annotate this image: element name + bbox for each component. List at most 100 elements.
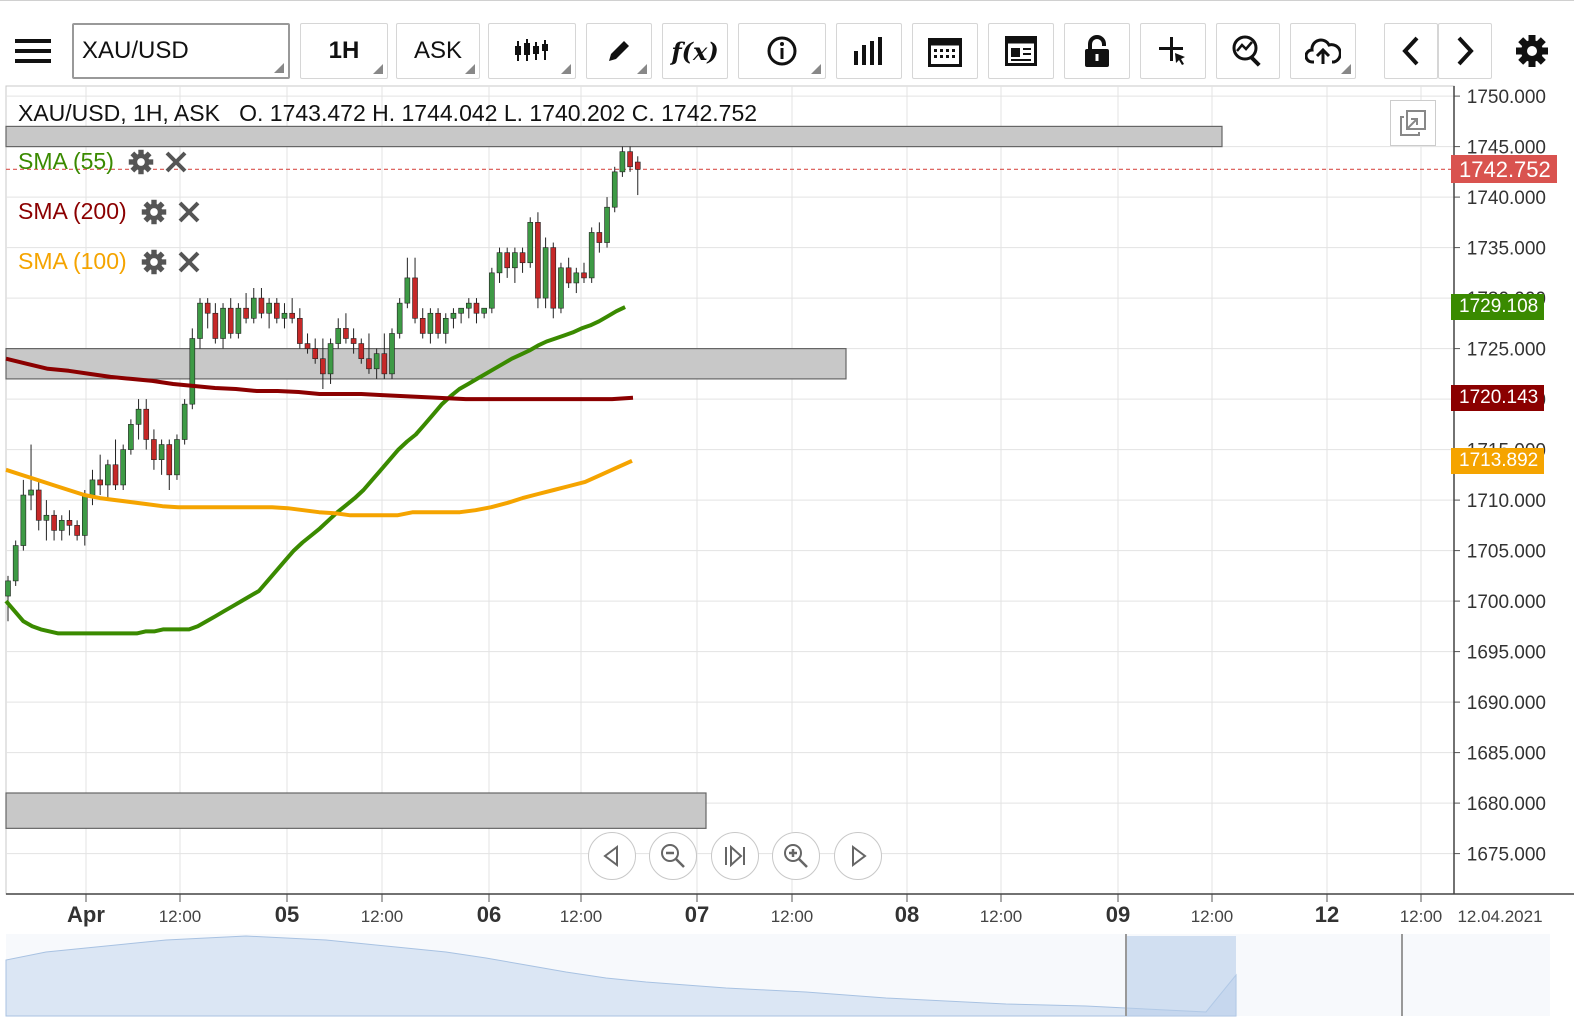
function-icon: f(x) bbox=[671, 36, 719, 66]
candle bbox=[489, 267, 495, 314]
close-icon[interactable] bbox=[164, 150, 188, 174]
candle bbox=[366, 333, 372, 374]
chart-type-button[interactable] bbox=[488, 23, 576, 79]
x-tick-label: 12:00 bbox=[980, 907, 1023, 926]
lock-button[interactable] bbox=[1064, 23, 1130, 79]
news-icon bbox=[1005, 36, 1037, 66]
navigator[interactable] bbox=[5, 934, 1550, 1017]
x-tick-label: 12:00 bbox=[1400, 907, 1443, 926]
candle bbox=[166, 439, 173, 490]
info-button[interactable] bbox=[738, 23, 826, 79]
chart-title: XAU/USD, 1H, ASK O. 1743.472 H. 1744.042… bbox=[18, 100, 758, 126]
candle-body bbox=[481, 307, 487, 314]
menu-button[interactable] bbox=[6, 23, 60, 79]
scroll-left-button[interactable] bbox=[1384, 23, 1438, 79]
candle bbox=[105, 459, 111, 501]
close-icon[interactable] bbox=[177, 200, 201, 224]
indicators-button[interactable]: f(x) bbox=[662, 23, 728, 79]
candle bbox=[335, 318, 342, 349]
calendar-button[interactable] bbox=[912, 23, 978, 79]
candle-body bbox=[258, 297, 265, 314]
candle bbox=[74, 520, 80, 541]
x-tick-label: 12:00 bbox=[560, 907, 603, 926]
candle-body bbox=[289, 312, 295, 319]
lock-icon bbox=[1085, 35, 1109, 67]
candle bbox=[496, 247, 503, 283]
y-tick-label: 1685.000 bbox=[1467, 744, 1546, 765]
candle bbox=[135, 399, 142, 440]
candle-body bbox=[550, 247, 557, 309]
candle-body bbox=[558, 267, 564, 309]
candle-body bbox=[565, 267, 572, 284]
zoom-chart-button[interactable] bbox=[1216, 23, 1280, 79]
y-tick-label: 1695.000 bbox=[1467, 643, 1546, 664]
candle-body bbox=[212, 312, 219, 339]
candle-body bbox=[627, 151, 633, 168]
zoom-chart-icon bbox=[1232, 35, 1261, 67]
candle bbox=[550, 242, 557, 319]
last-price-tag: 1742.752 bbox=[1451, 155, 1557, 184]
candle-body bbox=[281, 312, 288, 319]
triangle-right-icon bbox=[852, 845, 867, 867]
candle bbox=[450, 308, 457, 329]
candle-body bbox=[435, 312, 441, 334]
gear-icon bbox=[1516, 35, 1548, 67]
scroll-forward-button[interactable] bbox=[834, 832, 882, 880]
price-type-value: ASK bbox=[413, 37, 463, 64]
restore-window-button[interactable] bbox=[1390, 100, 1436, 146]
volume-button[interactable] bbox=[836, 23, 902, 79]
candle-body bbox=[166, 444, 173, 476]
candle-body bbox=[519, 252, 526, 264]
settings-button[interactable] bbox=[1506, 23, 1558, 79]
candle-body bbox=[396, 302, 403, 334]
x-tick-label: 05 bbox=[275, 902, 299, 927]
candle-body bbox=[312, 348, 319, 360]
x-tick-label: 09 bbox=[1106, 902, 1130, 927]
triangle-left-icon bbox=[603, 845, 618, 867]
symbol-input[interactable]: XAU/USD bbox=[72, 23, 290, 79]
candle bbox=[20, 479, 27, 551]
zoom-in-button[interactable] bbox=[772, 832, 820, 880]
candle-body bbox=[297, 317, 303, 344]
candle-body bbox=[227, 307, 234, 334]
scroll-back-button[interactable] bbox=[588, 832, 636, 880]
candle bbox=[473, 298, 480, 324]
candle bbox=[527, 217, 534, 268]
x-tick-label: 12 bbox=[1315, 902, 1339, 927]
candle-body bbox=[404, 277, 411, 304]
candlestick-icon bbox=[515, 39, 548, 61]
candle bbox=[212, 303, 219, 344]
gear-icon[interactable] bbox=[128, 149, 154, 175]
gear-icon[interactable] bbox=[141, 199, 167, 225]
candle bbox=[619, 146, 626, 177]
y-tick-label: 1735.000 bbox=[1467, 239, 1546, 260]
symbol-value: XAU/USD bbox=[82, 37, 189, 64]
news-button[interactable] bbox=[988, 23, 1054, 79]
zoom-out-button[interactable] bbox=[649, 832, 697, 880]
candle bbox=[327, 338, 334, 384]
close-icon[interactable] bbox=[177, 250, 201, 274]
y-tick-label: 1740.000 bbox=[1467, 188, 1546, 209]
scroll-right-button[interactable] bbox=[1438, 23, 1492, 79]
candle bbox=[82, 490, 88, 546]
cloud-save-button[interactable] bbox=[1290, 23, 1356, 79]
timeframe-select[interactable]: 1H bbox=[300, 23, 388, 79]
candle-body bbox=[343, 328, 349, 339]
legend-sma-100: SMA (100) bbox=[18, 248, 201, 275]
candle-body bbox=[135, 408, 142, 425]
candle-body bbox=[381, 353, 388, 375]
calendar-icon bbox=[928, 38, 962, 67]
candle-body bbox=[143, 408, 150, 440]
candle bbox=[158, 439, 165, 475]
drawing-tools-button[interactable] bbox=[586, 23, 652, 79]
candle bbox=[189, 328, 196, 410]
reset-view-button[interactable] bbox=[711, 832, 759, 880]
candle-body bbox=[611, 171, 618, 208]
price-type-select[interactable]: ASK bbox=[396, 23, 480, 79]
crosshair-button[interactable] bbox=[1140, 23, 1206, 79]
sma-line bbox=[5, 356, 634, 402]
gear-icon[interactable] bbox=[141, 249, 167, 275]
candle bbox=[143, 399, 150, 450]
candle-body bbox=[12, 545, 19, 582]
candle bbox=[320, 338, 326, 389]
